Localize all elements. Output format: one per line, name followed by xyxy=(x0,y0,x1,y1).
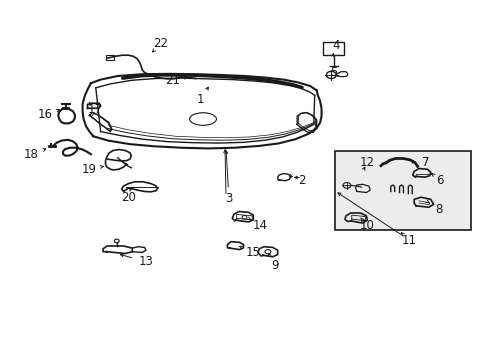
Text: 1: 1 xyxy=(197,93,204,106)
Text: 18: 18 xyxy=(23,148,38,161)
Text: 14: 14 xyxy=(252,219,267,232)
Bar xyxy=(105,55,114,60)
Text: 17: 17 xyxy=(87,103,102,116)
Text: 12: 12 xyxy=(359,156,374,169)
Text: 9: 9 xyxy=(270,259,278,272)
Text: 6: 6 xyxy=(435,174,443,187)
Text: 13: 13 xyxy=(138,255,153,268)
Text: 19: 19 xyxy=(82,163,97,176)
Text: 5: 5 xyxy=(329,66,337,79)
Text: 16: 16 xyxy=(38,108,53,121)
Text: 21: 21 xyxy=(164,74,180,87)
Text: 10: 10 xyxy=(359,219,374,232)
Text: 8: 8 xyxy=(434,203,441,216)
Text: 22: 22 xyxy=(153,37,168,50)
Text: 4: 4 xyxy=(332,39,339,52)
Bar xyxy=(323,41,343,55)
Text: 11: 11 xyxy=(401,234,416,247)
Text: 7: 7 xyxy=(421,156,429,169)
Text: 3: 3 xyxy=(225,192,232,205)
Bar xyxy=(334,151,470,230)
Text: 15: 15 xyxy=(245,246,260,259)
Text: 2: 2 xyxy=(298,174,305,187)
Text: 20: 20 xyxy=(121,191,136,204)
